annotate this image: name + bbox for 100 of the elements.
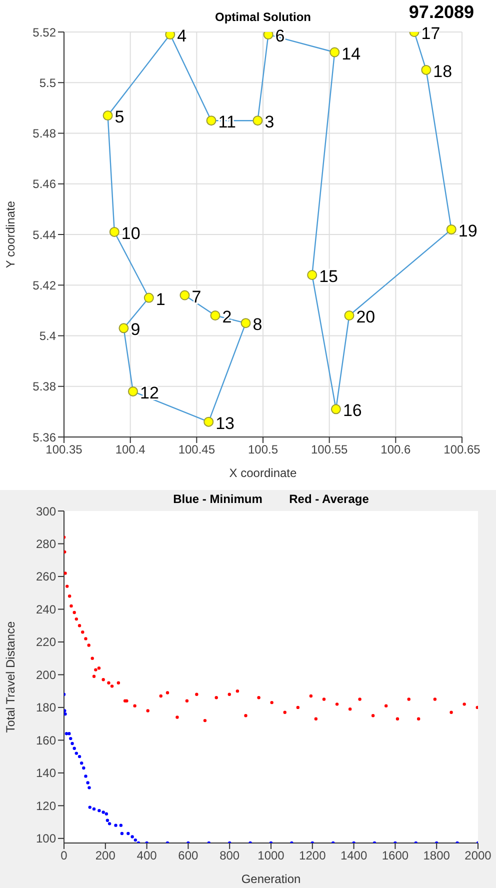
point [344,310,354,320]
point [228,692,231,696]
point [307,270,318,280]
x-tick-label: 100.55 [310,442,348,457]
x-tick-label: 1600 [382,848,409,863]
x-axis-title: X coordinate [229,466,298,480]
y-tick-label: 300 [36,504,56,518]
point [72,746,76,750]
point [450,710,453,714]
point [159,694,162,698]
point [74,617,78,621]
point [81,630,84,634]
point [64,572,67,575]
x-axis-title: Generation [241,872,301,886]
y-tick-label: 5.52 [32,25,56,40]
point [130,835,134,838]
y-tick-label: 5.5 [39,76,56,90]
point [82,766,86,770]
point [74,752,78,755]
x-tick-label: 100.35 [46,442,83,457]
point [118,323,129,334]
point [114,824,118,827]
point [330,404,341,414]
annotation: 16 [342,401,362,420]
annotation: 7 [192,287,202,306]
annotation: 12 [140,383,159,402]
annotation: 14 [342,44,361,64]
annotation: 15 [319,267,338,286]
y-tick-label: 120 [36,798,56,813]
point [166,691,170,694]
x-tick-label: 1400 [340,848,368,863]
point [358,698,362,701]
annotation: 13 [216,414,235,433]
point [78,754,82,758]
point [180,290,190,300]
point [462,702,466,706]
point [94,668,98,672]
point [92,807,96,811]
y-tick-label: 200 [36,668,56,682]
point [126,832,130,836]
x-tick-label: 0 [60,848,68,863]
x-tick-label: 100.4 [115,442,146,457]
y-tick-label: 100 [36,832,56,846]
point [106,818,110,822]
y-tick-label: 5.48 [32,126,56,141]
point [78,624,82,628]
text: 97.2089 [408,2,474,23]
point [119,824,123,827]
point [116,681,120,684]
point [283,710,286,714]
y-tick-label: 5.42 [32,278,56,292]
point [206,116,216,126]
point [70,742,74,746]
point [109,226,120,237]
point [88,806,92,809]
point [407,698,410,701]
y-tick-label: 260 [36,570,56,584]
point [68,594,72,598]
point [72,610,76,614]
x-tick-label: 1800 [423,848,450,863]
y-tick-label: 220 [36,635,56,650]
point [84,774,88,778]
point [64,712,67,716]
point [90,656,94,660]
x-tick-label: 200 [95,848,116,863]
annotation: 20 [356,308,376,326]
point [68,732,71,736]
point [134,838,138,842]
x-tick-label: 100.45 [178,442,216,457]
point [84,637,88,640]
point [416,717,420,721]
point [176,716,179,719]
point [88,786,91,790]
point [102,110,113,121]
point [210,310,220,320]
point [252,116,263,126]
point [263,32,274,40]
annotation: 8 [252,315,262,334]
x-tick-label: 1200 [299,848,326,863]
point [80,762,84,765]
annotation: 17 [421,24,440,43]
annotation: 5 [114,108,124,127]
point [421,64,432,75]
point [371,714,375,718]
y-tick-label: 5.44 [32,228,56,242]
annotation: 1 [156,290,166,309]
x-tick-label: 100.5 [248,442,278,457]
x-tick-label: 800 [220,848,240,863]
point [144,292,154,303]
point [244,714,248,718]
point [396,717,400,721]
x-tick-label: 100.65 [444,442,481,457]
y-tick-label: 240 [36,602,56,616]
point [87,644,90,647]
point [314,717,318,721]
point [104,812,108,816]
chart-title: Optimal Solution [215,10,311,24]
y-axis-title: Y coordinate [3,200,18,268]
point [195,692,198,696]
point [102,678,105,682]
